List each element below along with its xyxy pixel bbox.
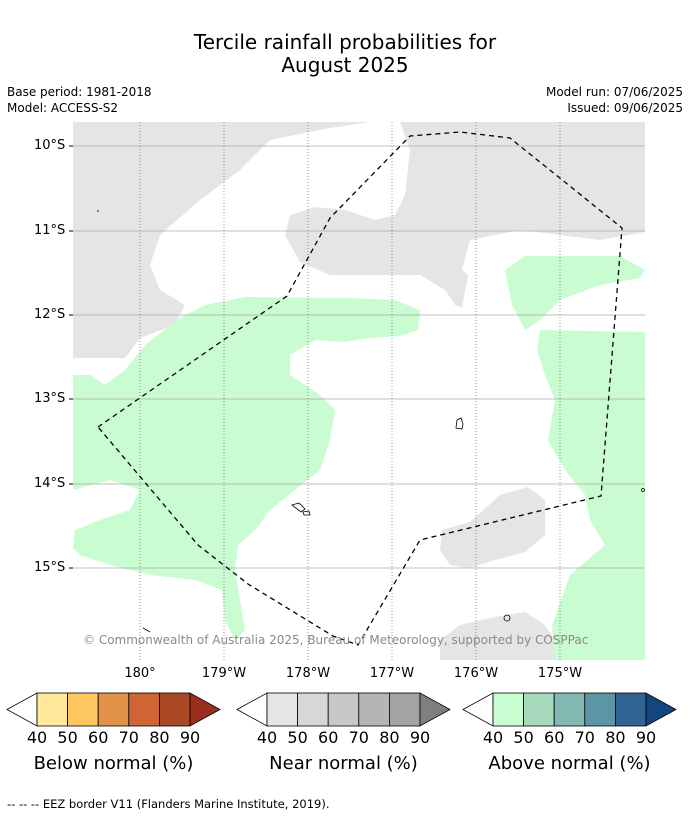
map-title: Tercile rainfall probabilities for Augus… (0, 31, 690, 77)
legend-extend-high (419, 692, 451, 727)
near-normal-region-n (285, 122, 645, 308)
legend-tick-label: 90 (179, 728, 201, 747)
title-line-1: Tercile rainfall probabilities for (193, 30, 497, 54)
near-normal-region-nw (73, 122, 370, 358)
lat-label: 15°S (34, 560, 66, 575)
legend-color-box (584, 692, 616, 727)
legend-title: Near normal (%) (269, 753, 418, 774)
legend-tick-label: 40 (256, 728, 278, 747)
above-normal-region-e (537, 330, 645, 660)
lon-label: 175°W (537, 666, 583, 681)
eez-footnote: -- -- -- EEZ border V11 (Flanders Marine… (7, 797, 330, 811)
legend-tick-label: 40 (482, 728, 504, 747)
legend-tick-label: 70 (574, 728, 595, 747)
near-normal-region-s (440, 612, 555, 660)
meta-right: Model run: 07/06/2025 Issued: 09/06/2025 (546, 84, 683, 116)
issued-date: Issued: 09/06/2025 (567, 101, 683, 115)
island (142, 627, 151, 633)
legend-extend-low (462, 692, 494, 727)
legend-extend-low (6, 692, 38, 727)
legend-color-box (553, 692, 586, 727)
model-run: Model run: 07/06/2025 (545, 85, 683, 99)
lon-label: 180° (124, 666, 156, 681)
legend-tick-label: 60 (88, 728, 109, 747)
legend-color-box (358, 692, 390, 727)
legend-color-box (158, 692, 191, 727)
above-normal-region-w (73, 297, 420, 640)
legend-color-box (388, 692, 421, 727)
legend-tick-label: 50 (287, 728, 308, 747)
legend-tick-label: 40 (26, 728, 48, 747)
eez-border (97, 131, 623, 646)
lat-label: 13°S (34, 391, 66, 406)
legend-tick-label: 50 (513, 728, 534, 747)
legend-extend-low (236, 692, 268, 727)
island (455, 417, 464, 430)
legend-tick-label: 70 (348, 728, 369, 747)
legend-tick-label: 60 (318, 728, 339, 747)
island (503, 614, 511, 622)
legend-tick-label: 90 (635, 728, 657, 747)
model-name: Model: ACCESS-S2 (7, 101, 119, 115)
legend-color-box (36, 692, 69, 727)
lat-label: 11°S (34, 223, 66, 238)
base-period: Base period: 1981-2018 (7, 85, 152, 99)
legend-color-box (97, 692, 130, 727)
legend-title: Below normal (%) (33, 753, 194, 774)
legend-extend-high (645, 692, 677, 727)
legend-color-box (327, 692, 360, 727)
lat-label: 12°S (34, 307, 66, 322)
lat-label: 14°S (34, 476, 66, 491)
near-normal-region-se (440, 487, 545, 568)
lat-label: 10°S (34, 138, 66, 153)
lon-label: 179°W (201, 666, 247, 681)
legend-above-normal (462, 692, 677, 727)
legend-color-box (615, 692, 647, 727)
legend-tick-label: 90 (409, 728, 431, 747)
legend-color-box (128, 692, 160, 727)
legend-color-box (266, 692, 299, 727)
legend-tick-label: 50 (57, 728, 78, 747)
legend-color-box (523, 692, 555, 727)
legend-title: Above normal (%) (488, 753, 651, 774)
island (97, 210, 99, 212)
title-line-2: August 2025 (281, 53, 409, 77)
above-normal-region-ne (505, 256, 645, 330)
meta-left: Base period: 1981-2018 Model: ACCESS-S2 (7, 84, 152, 116)
lon-label: 176°W (453, 666, 499, 681)
island (641, 488, 645, 492)
lat-grid (73, 145, 645, 569)
legend-tick-label: 80 (605, 728, 626, 747)
copyright-notice: © Commonwealth of Australia 2025, Bureau… (83, 633, 589, 647)
island (291, 502, 306, 513)
legend-color-box (492, 692, 525, 727)
legend-tick-label: 80 (149, 728, 170, 747)
legend-tick-label: 80 (379, 728, 400, 747)
legend-tick-label: 70 (118, 728, 139, 747)
legend-near-normal (236, 692, 451, 727)
legend-below-normal (6, 692, 221, 727)
lon-label: 178°W (285, 666, 331, 681)
legend-tick-label: 60 (544, 728, 565, 747)
legend-color-box (67, 692, 99, 727)
legend-extend-high (189, 692, 221, 727)
lon-label: 177°W (369, 666, 415, 681)
island (302, 510, 311, 516)
legend-color-box (297, 692, 329, 727)
